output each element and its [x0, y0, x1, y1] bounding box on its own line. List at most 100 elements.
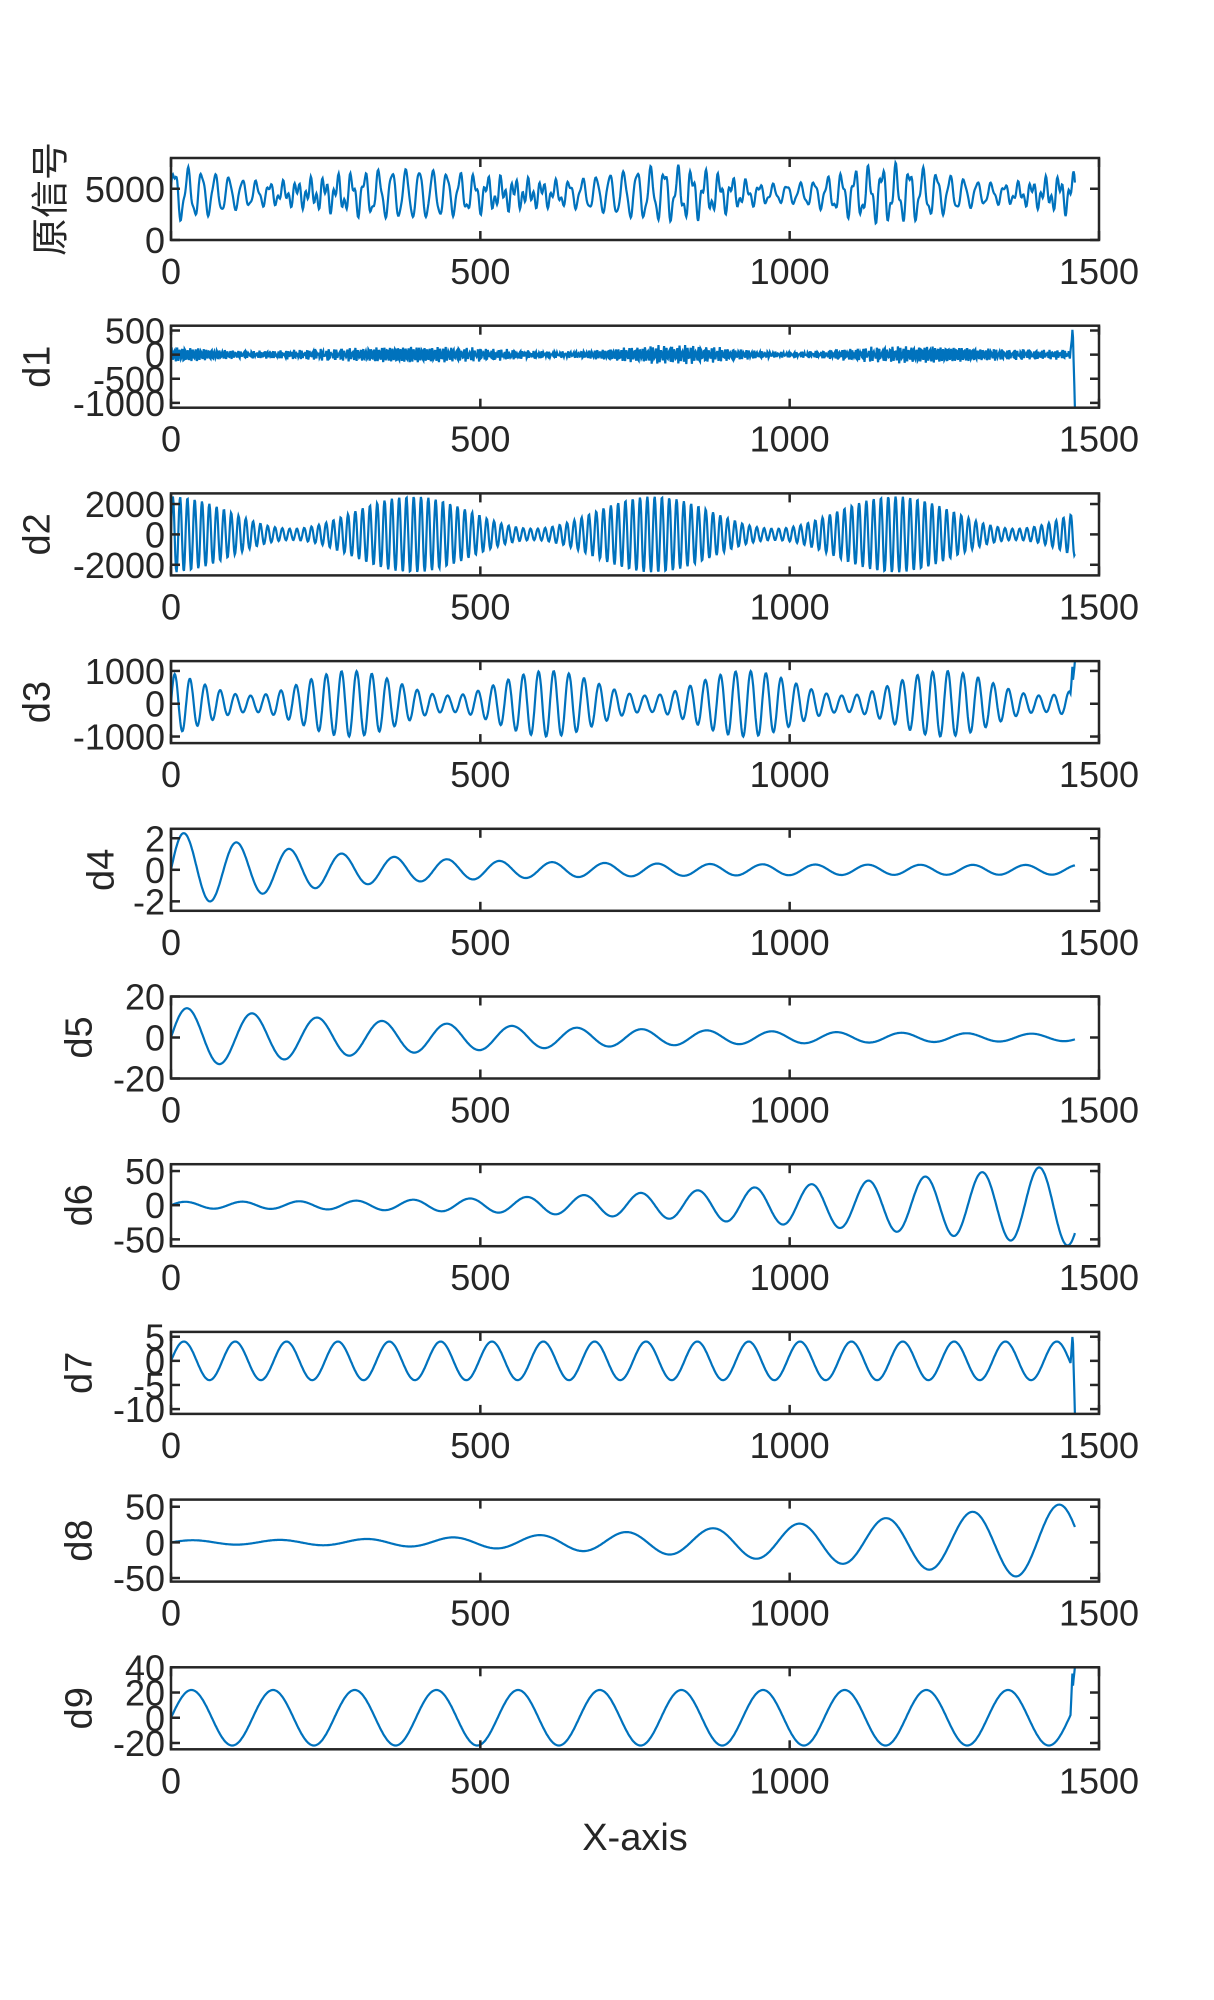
y-axis-label: d2	[16, 513, 58, 555]
signal-line	[171, 329, 1076, 408]
y-axis-label: d8	[58, 1519, 100, 1561]
y-tick-label: 0	[145, 1522, 165, 1563]
axes-box	[169, 156, 1101, 242]
x-tick-label: 0	[161, 251, 181, 292]
y-tick-label: 40	[125, 1647, 165, 1688]
y-tick-label: -1000	[73, 383, 165, 424]
x-tick-label: 1500	[1059, 586, 1139, 627]
x-tick-label: 1000	[750, 1425, 830, 1466]
x-tick-label: 0	[161, 922, 181, 963]
signal-line	[171, 1166, 1076, 1247]
x-tick-label: 1000	[750, 586, 830, 627]
x-tick-label: 1500	[1059, 922, 1139, 963]
x-tick-label: 1000	[750, 419, 830, 460]
x-tick-label: 500	[450, 922, 510, 963]
signal-line	[171, 1007, 1076, 1066]
y-axis-label: d3	[16, 681, 58, 723]
y-axis-label: d5	[58, 1016, 100, 1058]
axes-box	[169, 659, 1101, 745]
x-tick-label: 1000	[750, 1593, 830, 1634]
x-tick-label: 1500	[1059, 419, 1139, 460]
axes-box	[169, 1666, 1101, 1751]
y-tick-label: -2000	[73, 545, 165, 586]
y-tick-label: -500	[93, 359, 165, 400]
x-tick-label: 0	[161, 1593, 181, 1634]
y-axis-label: d7	[58, 1352, 100, 1394]
signal-line	[171, 661, 1076, 739]
y-tick-label: 2000	[85, 484, 165, 525]
x-tick-label: 500	[450, 251, 510, 292]
x-tick-label: 500	[450, 1090, 510, 1131]
axes-box	[169, 324, 1101, 409]
subplot-original-signal: 0 500 1000 1500 0 5000 原信号	[30, 142, 1139, 292]
y-tick-label: 0	[145, 1341, 165, 1382]
x-tick-label: 0	[161, 1760, 181, 1801]
y-tick-label: -5	[133, 1365, 165, 1406]
x-tick-label: 1000	[750, 251, 830, 292]
y-tick-label: -20	[113, 1723, 165, 1764]
x-tick-label: 0	[161, 1257, 181, 1298]
x-tick-label: 1000	[750, 922, 830, 963]
x-tick-label: 1500	[1059, 1760, 1139, 1801]
y-tick-label: -50	[113, 1558, 165, 1599]
y-tick-label: 2	[145, 818, 165, 859]
y-tick-label: 5	[145, 1317, 165, 1358]
y-tick-label: -2	[133, 881, 165, 922]
x-tick-label: 500	[450, 1257, 510, 1298]
axes-box	[169, 1330, 1101, 1416]
y-tick-label: 0	[145, 1185, 165, 1226]
y-tick-label: 20	[125, 1673, 165, 1714]
x-tick-label: 1000	[750, 754, 830, 795]
y-tick-label: 1000	[85, 651, 165, 692]
axes-box	[169, 995, 1101, 1080]
x-tick-label: 1500	[1059, 251, 1139, 292]
x-tick-label: 1000	[750, 1090, 830, 1131]
y-axis-label: d4	[80, 849, 122, 891]
signal-line	[171, 1336, 1076, 1414]
x-tick-label: 500	[450, 419, 510, 460]
signal-line	[171, 1503, 1076, 1578]
y-tick-label: 0	[145, 1018, 165, 1059]
signal-line	[171, 159, 1076, 226]
x-tick-label: 1500	[1059, 1257, 1139, 1298]
y-tick-label: 0	[145, 335, 165, 376]
y-tick-label: 0	[145, 514, 165, 555]
x-tick-label: 0	[161, 1425, 181, 1466]
x-tick-label: 500	[450, 1425, 510, 1466]
y-axis-label: d6	[58, 1184, 100, 1226]
y-axis-label: d9	[58, 1687, 100, 1729]
y-tick-label: 20	[125, 977, 165, 1018]
x-tick-label: 0	[161, 1090, 181, 1131]
x-tick-label: 1500	[1059, 1425, 1139, 1466]
x-tick-label: 1500	[1059, 1593, 1139, 1634]
y-tick-label: 50	[125, 1151, 165, 1192]
y-tick-label: 500	[105, 311, 165, 352]
x-tick-label: 1500	[1059, 1090, 1139, 1131]
x-tick-label: 500	[450, 1760, 510, 1801]
y-tick-label: 0	[145, 1698, 165, 1739]
x-tick-label: 500	[450, 1593, 510, 1634]
signal-line	[171, 1667, 1076, 1747]
signal-line	[171, 832, 1076, 903]
y-tick-label: 5000	[85, 169, 165, 210]
x-tick-label: 1500	[1059, 754, 1139, 795]
y-tick-label: -1000	[73, 717, 165, 758]
y-tick-label: -20	[113, 1059, 165, 1100]
y-tick-label: -50	[113, 1219, 165, 1260]
y-tick-label: -10	[113, 1389, 165, 1430]
axes-box	[169, 1498, 1101, 1583]
signal-line	[171, 495, 1076, 574]
x-axis-label: X-axis	[582, 1817, 688, 1859]
axes-box	[169, 1162, 1101, 1248]
x-tick-label: 0	[161, 586, 181, 627]
y-tick-label: 0	[145, 220, 165, 261]
y-axis-label: d1	[16, 346, 58, 388]
